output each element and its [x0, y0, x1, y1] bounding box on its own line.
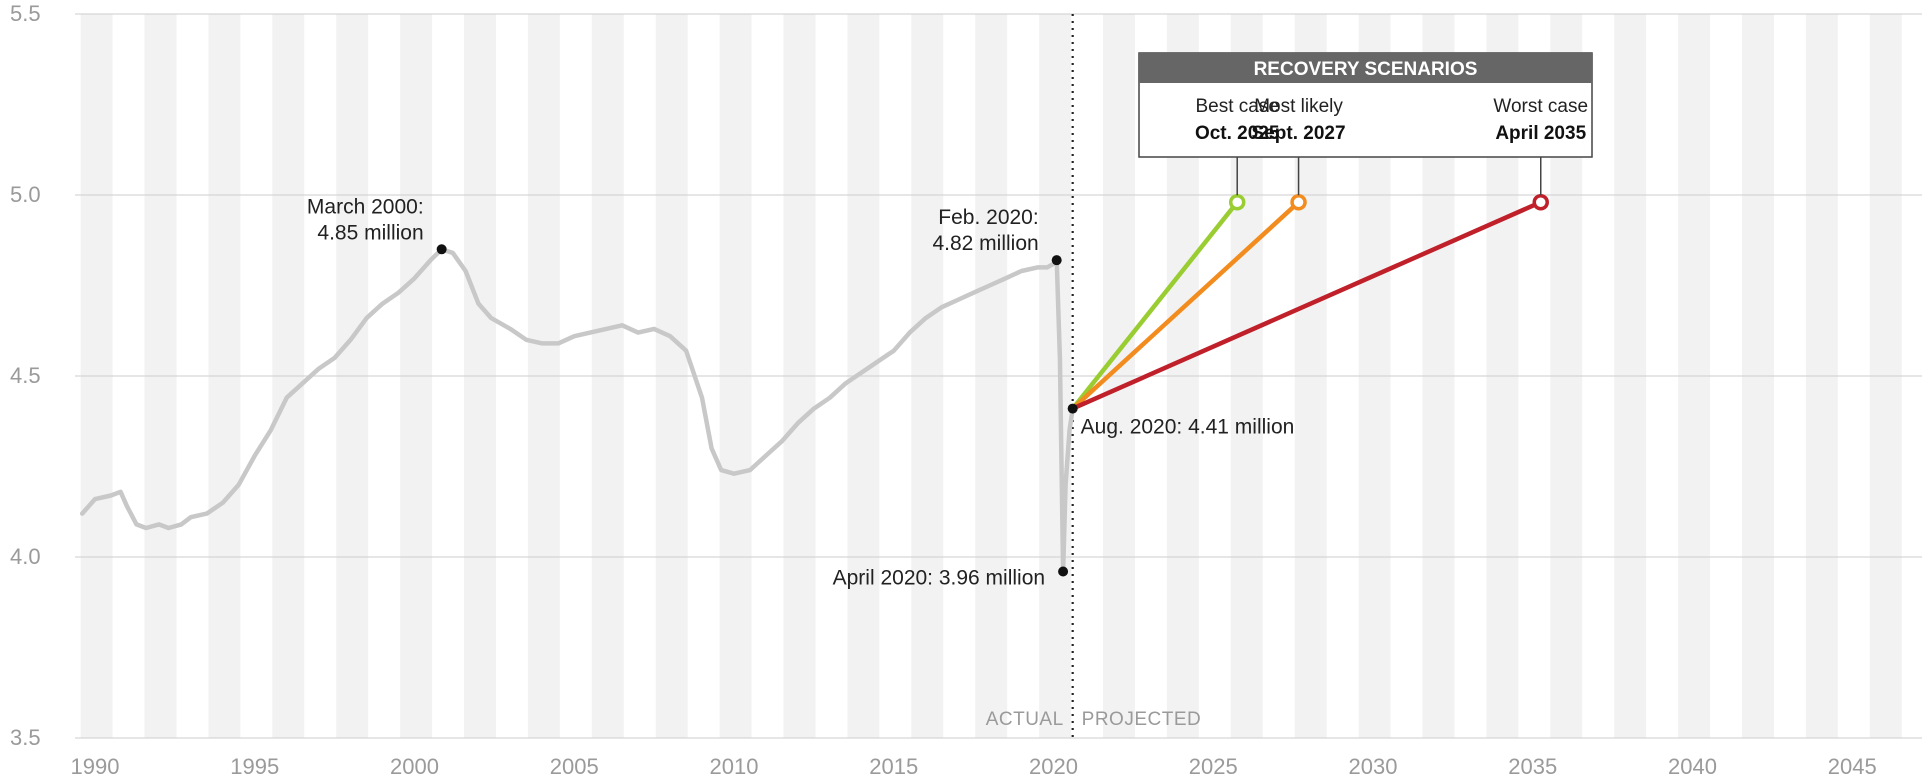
legend-item-label: Most likely — [1254, 96, 1343, 117]
legend-item-date: April 2035 — [1495, 123, 1586, 144]
x-tick-label: 2015 — [869, 754, 918, 779]
x-tick-label: 1995 — [230, 754, 279, 779]
annotation-point — [436, 244, 447, 255]
x-tick-label: 2005 — [550, 754, 599, 779]
x-tick-label: 2010 — [710, 754, 759, 779]
scenario-endpoint-marker — [1228, 193, 1246, 211]
projected-label: PROJECTED — [1082, 709, 1202, 730]
legend-item-date: Sept. 2027 — [1252, 123, 1346, 144]
y-tick-label: 3.5 — [10, 725, 41, 750]
annotations: March 2000: 4.85 million Feb. 2020: 4.82 mi… — [307, 195, 1294, 589]
annotation-label: Aug. 2020: 4.41 million — [1081, 416, 1295, 439]
actual-label: ACTUAL — [986, 709, 1064, 730]
legend-item-label: Worst case — [1493, 96, 1588, 117]
x-axis: 1990 1995 2000 2005 2010 2015 2020 2025 2030 2035… — [71, 754, 1877, 779]
legend: RECOVERY SCENARIOS Best case Oct. 2025 Most… — [1138, 52, 1593, 196]
x-tick-label: 1990 — [71, 754, 120, 779]
y-tick-label: 4.0 — [10, 544, 41, 569]
scenario-endpoint-marker — [1532, 193, 1549, 211]
x-tick-label: 2035 — [1508, 754, 1557, 779]
annotation-point — [1051, 255, 1062, 266]
series-line-most-likely — [1070, 199, 1301, 411]
annotation-point — [1067, 403, 1078, 414]
scenario-endpoint-marker — [1290, 193, 1307, 211]
annotation-label: April 2020: 3.96 million — [833, 566, 1045, 589]
series-line-best-case — [1070, 199, 1240, 411]
series-group — [79, 193, 1549, 574]
annotation-label: March 2000: — [307, 195, 424, 218]
y-gridlines: 3.5 4.0 4.5 5.0 5.5 — [10, 1, 1922, 750]
x-tick-label: 2025 — [1189, 754, 1238, 779]
annotation-label: Feb. 2020: — [938, 206, 1038, 229]
x-tick-label: 2000 — [390, 754, 439, 779]
legend-title: RECOVERY SCENARIOS — [1254, 59, 1478, 80]
x-tick-label: 2045 — [1828, 754, 1877, 779]
y-tick-label: 5.0 — [10, 182, 41, 207]
x-tick-label: 2030 — [1349, 754, 1398, 779]
annotation-label: 4.85 million — [317, 221, 423, 244]
y-tick-label: 5.5 — [10, 1, 41, 26]
series-line-worst-case — [1070, 199, 1543, 411]
y-tick-label: 4.5 — [10, 363, 41, 388]
annotation-point — [1058, 566, 1069, 577]
x-tick-label: 2020 — [1029, 754, 1078, 779]
annotation-label: 4.82 million — [932, 232, 1038, 255]
legend-item-date: Oct. 2025 — [1195, 123, 1280, 144]
series-line-employment — [79, 247, 1075, 574]
legend-header — [1139, 53, 1592, 83]
x-tick-label: 2040 — [1668, 754, 1717, 779]
legend-item-label: Best case — [1195, 96, 1278, 117]
